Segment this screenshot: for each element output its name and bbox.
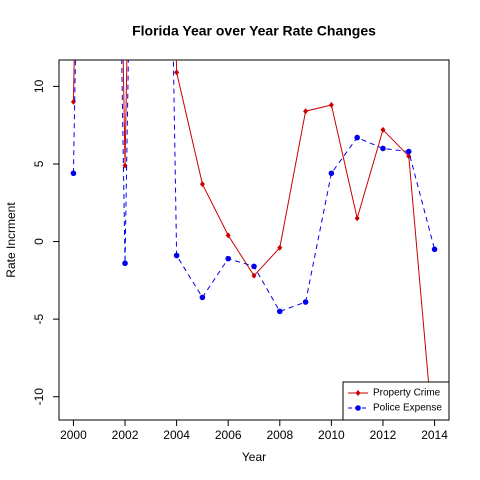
y-tick-label: 10 xyxy=(32,79,46,93)
x-tick-label: 2000 xyxy=(60,428,87,442)
point xyxy=(431,246,438,253)
x-tick-label: 2006 xyxy=(215,428,242,442)
chart-title: Florida Year over Year Rate Changes xyxy=(132,23,376,39)
point xyxy=(70,170,77,177)
point xyxy=(251,272,257,279)
point xyxy=(328,170,335,177)
point xyxy=(276,308,283,315)
point xyxy=(225,255,232,262)
point xyxy=(303,108,309,115)
x-tick-label: 2008 xyxy=(266,428,293,442)
x-tick-label: 2004 xyxy=(163,428,190,442)
y-tick-label: 0 xyxy=(32,238,46,245)
point xyxy=(354,134,360,141)
point xyxy=(380,126,386,133)
point xyxy=(405,148,412,155)
y-tick-label: 5 xyxy=(32,160,46,167)
point xyxy=(199,181,205,188)
y-tick-label: -5 xyxy=(32,313,46,324)
x-axis-label: Year xyxy=(242,450,266,464)
point xyxy=(302,299,309,305)
point xyxy=(225,232,231,239)
legend-marker xyxy=(355,405,361,411)
x-tick-label: 2012 xyxy=(370,428,397,442)
point xyxy=(122,260,128,267)
point xyxy=(173,252,180,259)
legend-box xyxy=(342,381,450,421)
y-axis-label: Rate Incrment xyxy=(4,202,18,278)
x-tick-label: 2010 xyxy=(318,428,345,442)
x-tick-label: 2014 xyxy=(421,428,448,442)
plot-area xyxy=(70,60,438,454)
legend-label: Property Crime xyxy=(373,388,441,399)
y-tick-label: -10 xyxy=(32,388,46,406)
legend-marker xyxy=(355,390,361,396)
point xyxy=(328,102,334,108)
legend-label: Police Expense xyxy=(373,403,442,414)
point xyxy=(251,263,257,270)
point xyxy=(199,294,206,301)
point xyxy=(380,145,386,152)
point xyxy=(174,69,180,76)
point xyxy=(354,215,360,222)
x-tick-label: 2002 xyxy=(112,428,139,442)
plot-frame xyxy=(58,59,450,421)
point xyxy=(277,244,283,251)
point xyxy=(432,448,437,454)
